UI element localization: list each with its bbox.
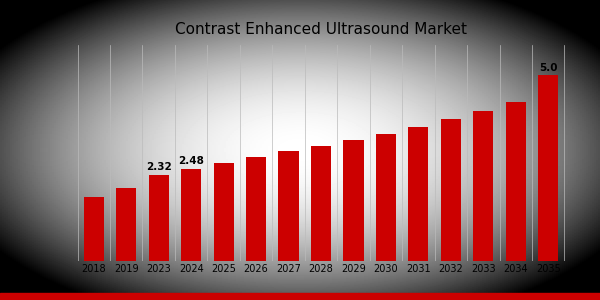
Bar (409, 127, 428, 261)
Bar (149, 175, 169, 261)
Bar (538, 75, 558, 261)
Bar (441, 119, 461, 261)
Text: 2.32: 2.32 (146, 162, 172, 172)
Bar (278, 151, 299, 261)
Bar (246, 158, 266, 261)
Bar (181, 169, 201, 261)
Bar (116, 188, 136, 261)
Bar (506, 102, 526, 261)
Bar (343, 140, 364, 261)
Bar (214, 163, 233, 261)
Text: 2.48: 2.48 (178, 156, 204, 167)
Bar (473, 111, 493, 261)
Bar (0, 292, 600, 300)
Bar (311, 146, 331, 261)
Bar (84, 197, 104, 261)
Title: Contrast Enhanced Ultrasound Market: Contrast Enhanced Ultrasound Market (175, 22, 467, 37)
Text: 5.0: 5.0 (539, 63, 557, 73)
Bar (376, 134, 396, 261)
